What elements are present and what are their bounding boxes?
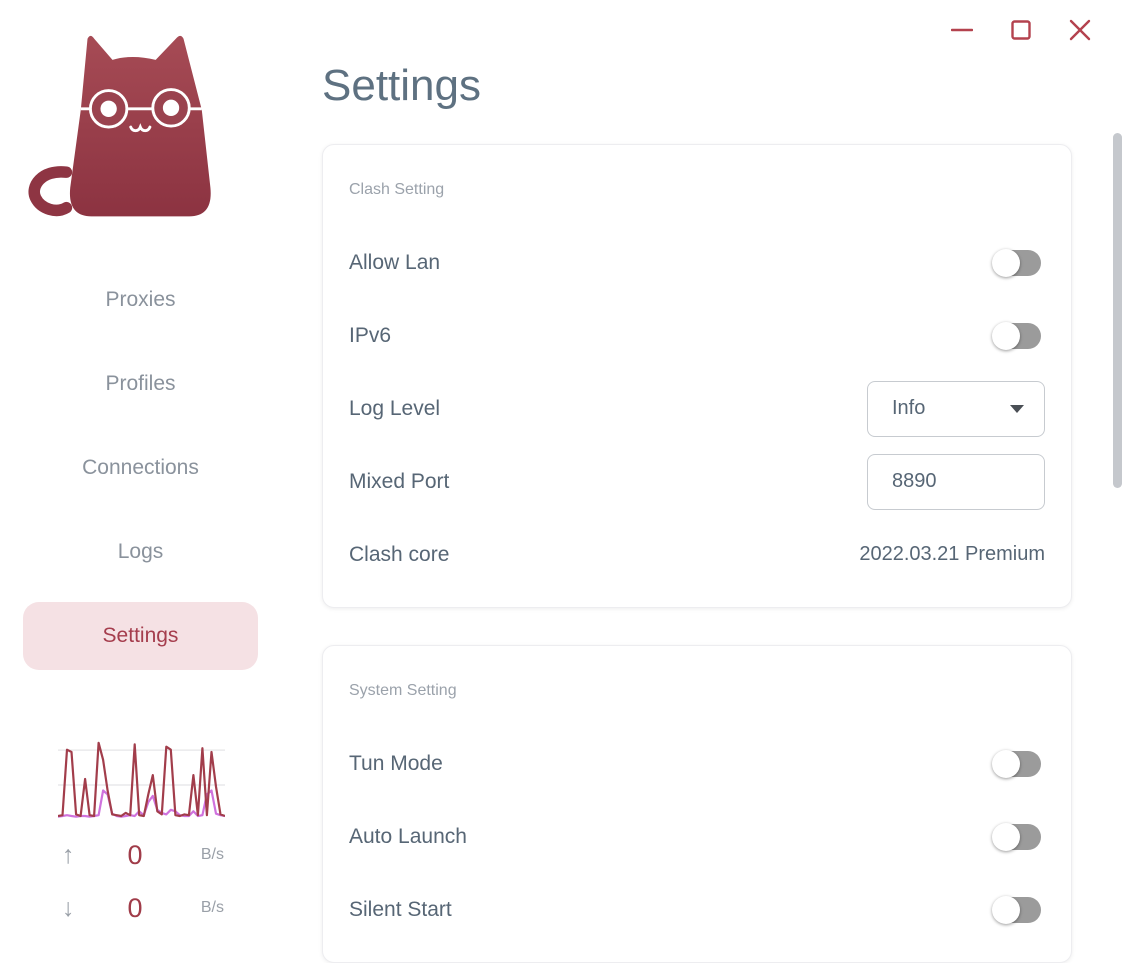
- chevron-down-icon: [1010, 404, 1024, 413]
- toggle-knob: [992, 321, 1020, 350]
- sidebar-item-settings[interactable]: Settings: [23, 602, 258, 670]
- log-level-row: Log Level Info: [349, 372, 1045, 445]
- ipv6-row: IPv6: [349, 299, 1045, 372]
- auto-launch-toggle[interactable]: [992, 822, 1041, 851]
- upload-speed-value: 0: [127, 839, 143, 870]
- allow-lan-toggle[interactable]: [992, 248, 1041, 277]
- log-level-label: Log Level: [349, 396, 441, 420]
- tun-mode-toggle[interactable]: [992, 749, 1041, 778]
- card-section-label: System Setting: [349, 682, 457, 699]
- minimize-icon: [951, 28, 973, 32]
- upload-arrow-icon: ↑: [62, 840, 75, 869]
- sidebar-item-proxies[interactable]: Proxies: [105, 288, 176, 311]
- mixed-port-input[interactable]: [867, 453, 1045, 510]
- ipv6-toggle[interactable]: [992, 321, 1041, 350]
- page-title: Settings: [322, 61, 481, 110]
- upload-stat-row: ↑ 0 B/s: [56, 832, 224, 878]
- download-speed-unit: B/s: [200, 899, 224, 916]
- clash-core-row: Clash core 2022.03.21 Premium: [349, 518, 1045, 591]
- allow-lan-label: Allow Lan: [349, 250, 441, 274]
- toggle-knob: [992, 248, 1020, 277]
- window-controls: [951, 19, 1091, 41]
- tun-mode-label: Tun Mode: [349, 751, 443, 775]
- log-level-selected-value: Info: [892, 397, 926, 419]
- traffic-stats: ↑ 0 B/s ↓ 0 B/s: [56, 832, 224, 938]
- maximize-button[interactable]: [1010, 19, 1032, 41]
- sidebar: Proxies Profiles Connections Logs Settin…: [0, 0, 280, 937]
- tun-mode-row: Tun Mode: [349, 727, 1045, 800]
- auto-launch-row: Auto Launch: [349, 800, 1045, 873]
- toggle-knob: [992, 895, 1020, 924]
- card-section-label: Clash Setting: [349, 181, 445, 198]
- auto-launch-label: Auto Launch: [349, 824, 467, 848]
- log-level-select[interactable]: Info: [867, 380, 1045, 437]
- clash-core-label: Clash core: [349, 542, 450, 566]
- clash-setting-card: Clash Setting Allow Lan IPv6 Log Level I…: [322, 144, 1072, 608]
- toggle-knob: [992, 822, 1020, 851]
- download-speed-value: 0: [127, 892, 143, 923]
- close-button[interactable]: [1069, 19, 1091, 41]
- upload-speed-unit: B/s: [200, 846, 224, 863]
- sidebar-item-logs[interactable]: Logs: [117, 540, 164, 563]
- system-setting-card: System Setting Tun Mode Auto Launch Sile…: [322, 645, 1072, 963]
- silent-start-toggle[interactable]: [992, 895, 1041, 924]
- silent-start-label: Silent Start: [349, 897, 452, 921]
- clash-core-version: 2022.03.21 Premium: [859, 543, 1045, 565]
- download-arrow-icon: ↓: [62, 893, 75, 922]
- silent-start-row: Silent Start: [349, 873, 1045, 946]
- sidebar-item-profiles[interactable]: Profiles: [105, 372, 176, 395]
- traffic-graph: [58, 736, 225, 819]
- close-icon: [1069, 19, 1091, 41]
- download-stat-row: ↓ 0 B/s: [56, 885, 224, 931]
- mixed-port-row: Mixed Port: [349, 445, 1045, 518]
- sidebar-nav: Proxies Profiles Connections Logs Settin…: [23, 266, 258, 686]
- minimize-button[interactable]: [951, 19, 973, 41]
- mixed-port-label: Mixed Port: [349, 469, 450, 493]
- maximize-icon: [1010, 20, 1031, 40]
- ipv6-label: IPv6: [349, 323, 392, 347]
- main-content: Settings Clash Setting Allow Lan IPv6 Lo…: [322, 0, 1072, 963]
- sidebar-item-connections[interactable]: Connections: [82, 456, 199, 479]
- cat-logo-icon: [28, 35, 211, 217]
- allow-lan-row: Allow Lan: [349, 226, 1045, 299]
- toggle-knob: [992, 749, 1020, 778]
- scrollbar-thumb[interactable]: [1113, 133, 1122, 488]
